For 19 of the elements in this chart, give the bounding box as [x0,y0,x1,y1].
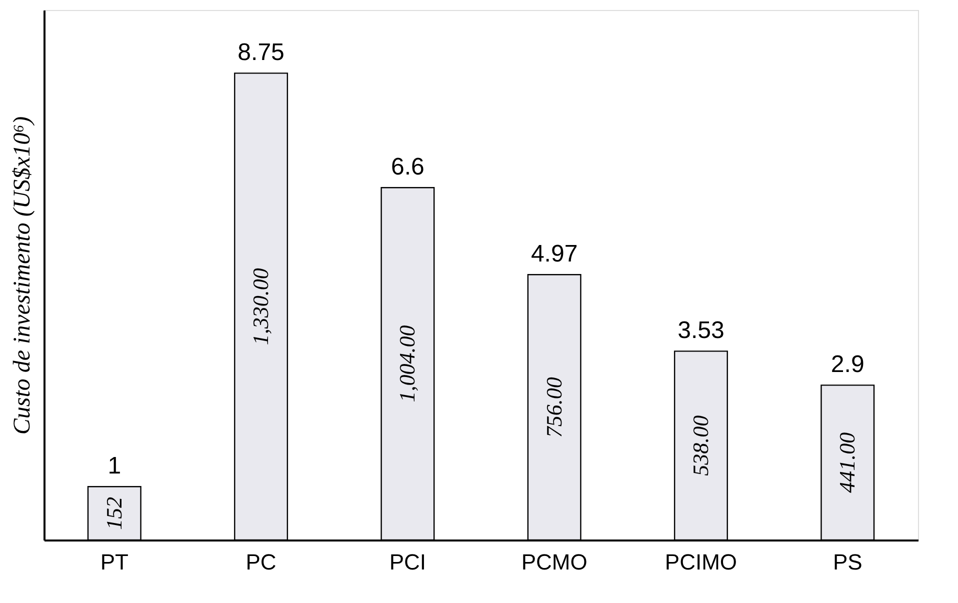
annotation: 6.6 [390,154,424,181]
x-tick-label: PT [100,550,128,574]
annotation: 4.97 [530,240,578,268]
annotation: 3.53 [678,317,724,344]
y-axis-title: Custo de investimento (US$x10⁶) [10,116,36,435]
x-tick-label: PCMO [521,550,588,574]
x-tick-label: PS [832,550,862,574]
data-label: 1,004.00 [394,325,420,402]
data-label: 441.00 [834,432,860,493]
data-label: 1,330.00 [248,268,274,346]
data-label: 152 [101,496,126,530]
x-tick-label: PCI [389,550,426,574]
annotation: 1 [108,452,122,480]
data-label: 756.00 [541,377,566,438]
x-tick-label: PCIMO [664,550,738,574]
annotation: 8.75 [238,39,284,66]
x-tick-label: PC [246,550,276,574]
annotation: 2.9 [830,351,864,378]
data-label: 538.00 [688,415,713,476]
